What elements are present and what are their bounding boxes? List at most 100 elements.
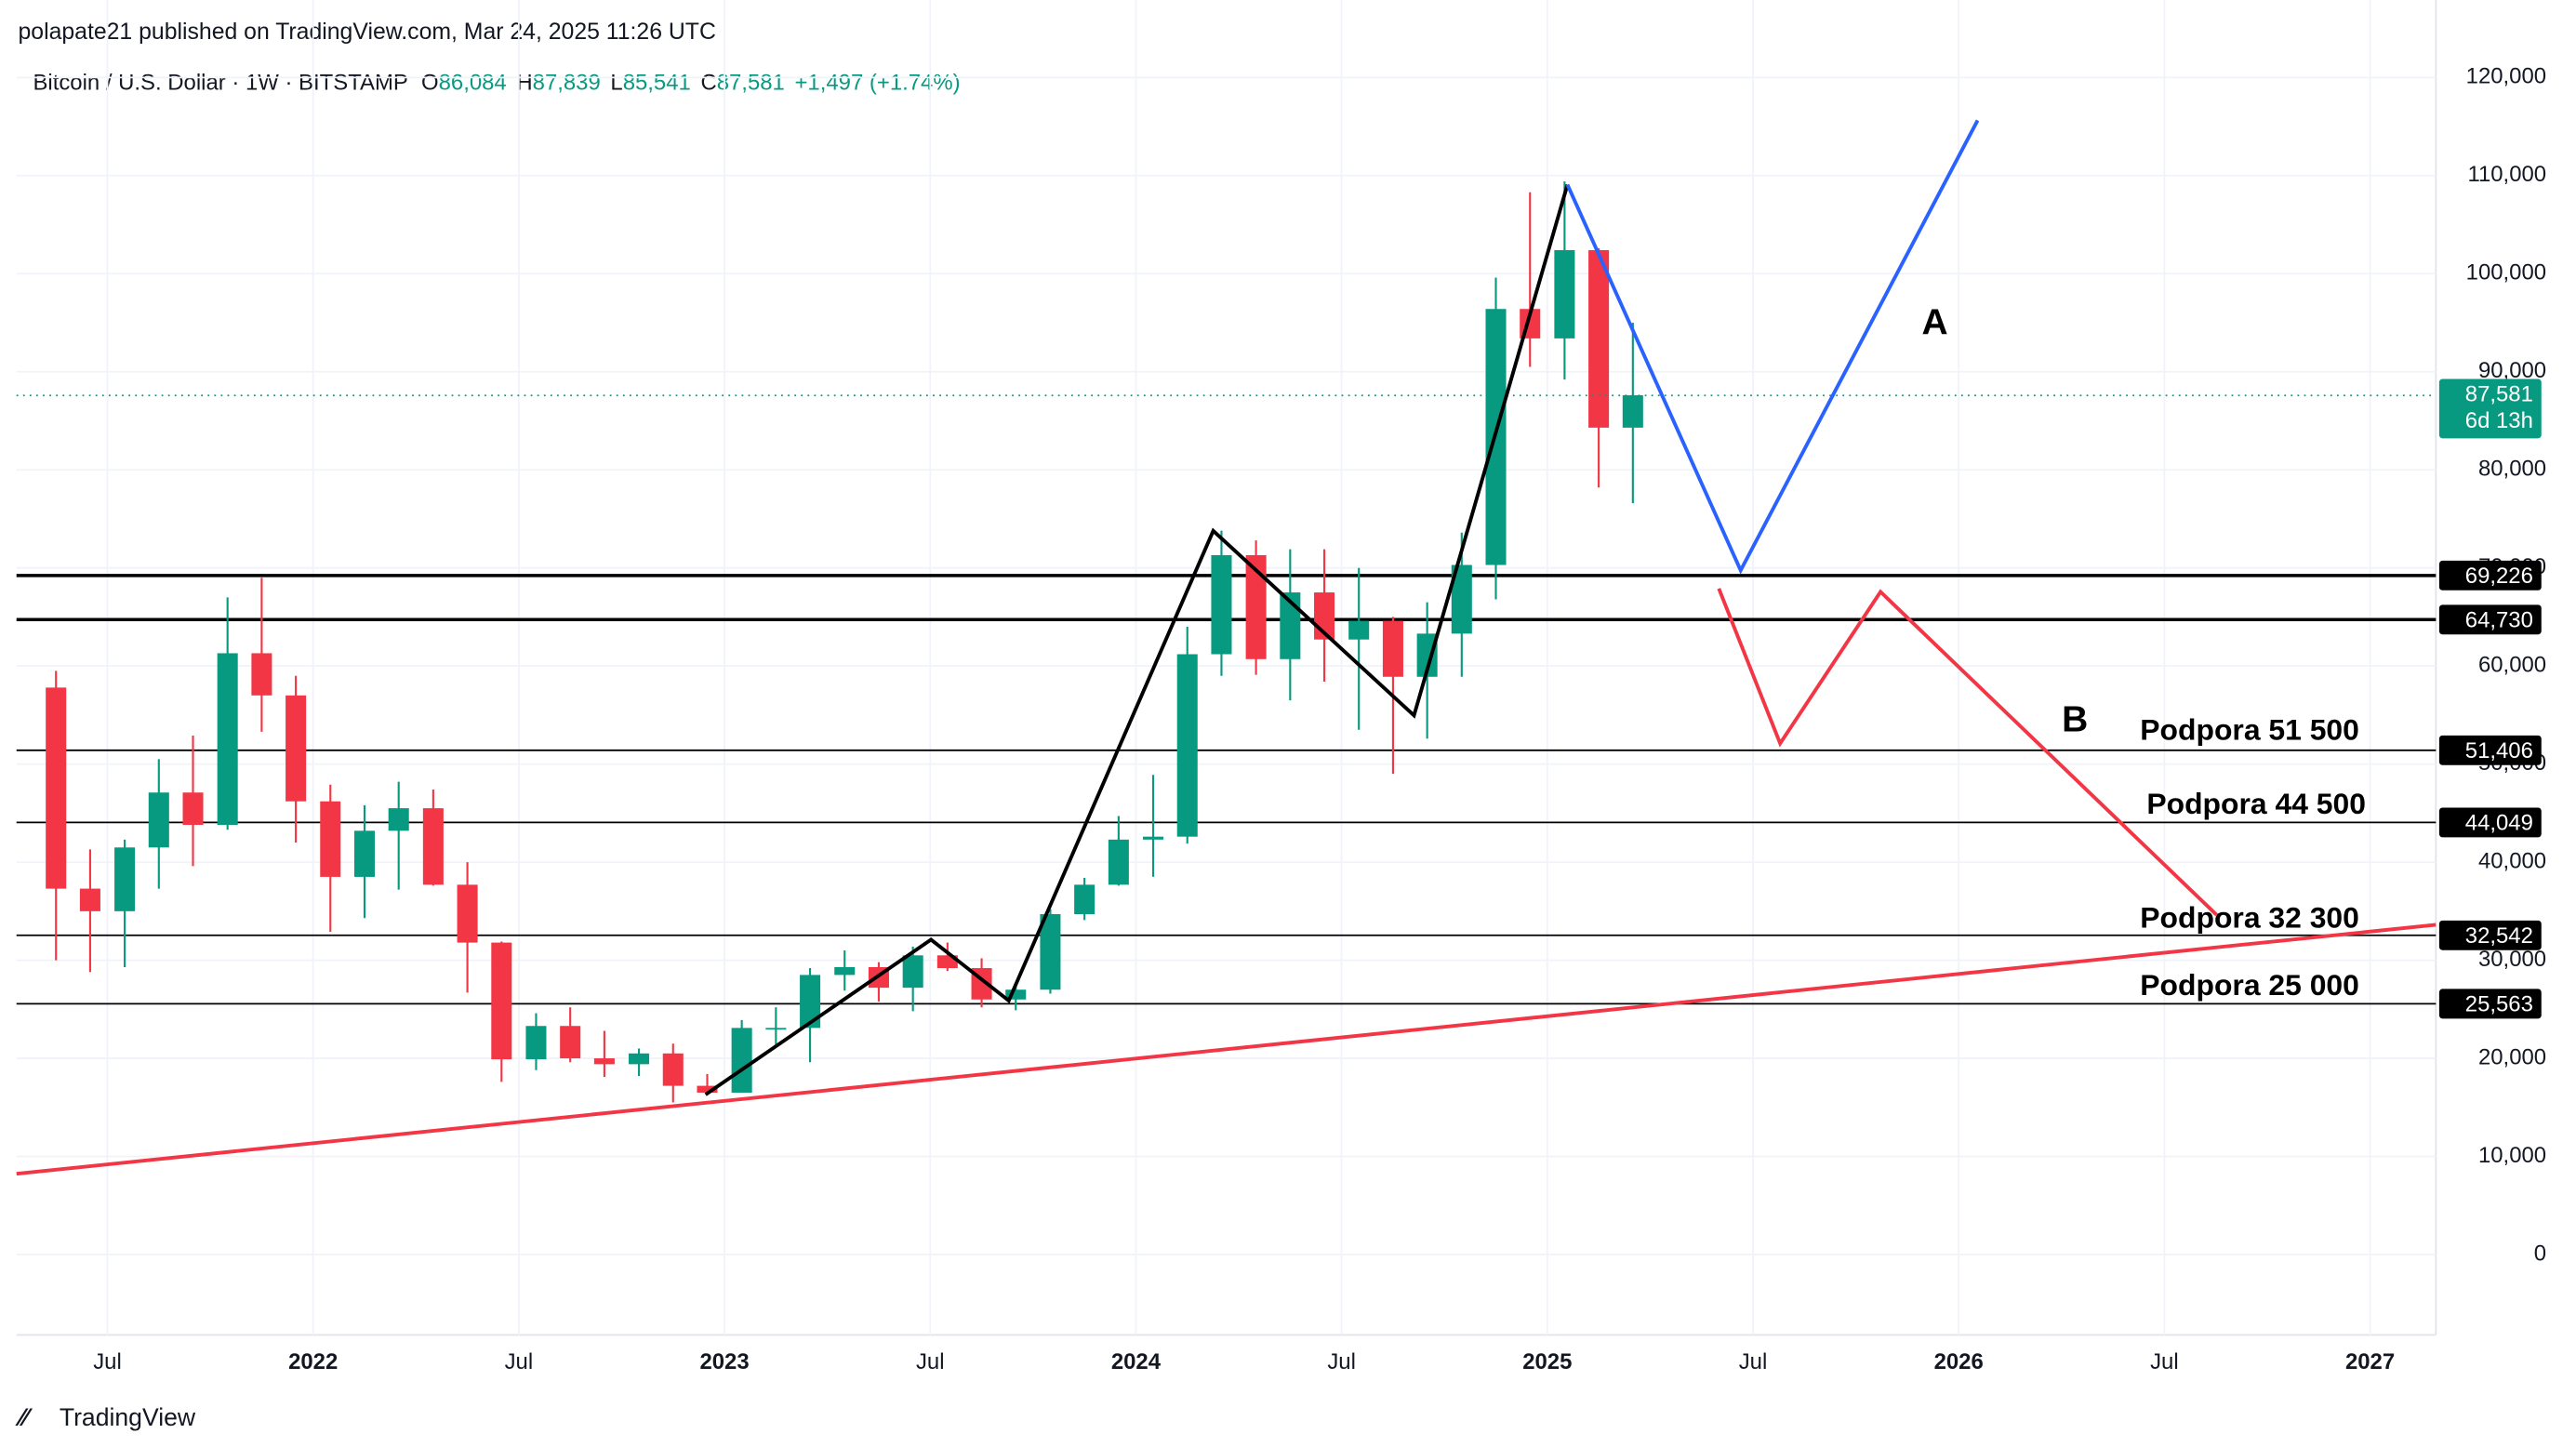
level-label-bg <box>2438 807 2542 838</box>
candle-body <box>1245 554 1267 659</box>
candle-body <box>834 966 856 976</box>
publisher: polapate21 published on TradingView.com,… <box>19 20 716 45</box>
drawing <box>1565 119 1980 575</box>
x-tick-label: 2022 <box>288 1349 338 1374</box>
annotation: B <box>2062 700 2088 740</box>
x-tick-label: 2027 <box>2345 1349 2395 1374</box>
annotation: Podpora 32 300 <box>2140 900 2359 934</box>
y-tick-label: 110,000 <box>2467 162 2546 187</box>
x-tick-label: Jul <box>1739 1349 1768 1374</box>
candle-body <box>1040 914 1061 990</box>
x-tick-label: 2025 <box>1522 1349 1572 1374</box>
level-label-bg <box>2438 604 2542 635</box>
level-label-bg <box>2438 920 2542 950</box>
candle-body <box>182 792 204 826</box>
level-label-bg <box>2438 735 2542 765</box>
candle-body <box>629 1053 650 1065</box>
legend-value: 85,541 <box>623 71 691 96</box>
candle-body <box>1348 620 1370 640</box>
candle-body <box>320 801 341 877</box>
candle-body <box>353 830 376 877</box>
y-tick-label: 60,000 <box>2478 652 2546 677</box>
candle-body <box>697 1085 718 1093</box>
level-label-bg <box>2438 989 2542 1019</box>
legend-value: 86,084 <box>439 71 507 96</box>
candle-body <box>1622 395 1643 428</box>
x-tick-label: Jul <box>505 1349 534 1374</box>
candle-body <box>1588 249 1610 428</box>
y-tick-label: 20,000 <box>2478 1044 2546 1069</box>
candle-body <box>1176 654 1198 837</box>
drawing <box>1717 588 2218 917</box>
candle-body <box>1211 554 1232 655</box>
symbol: Bitcoin / U.S. Dollar · 1W · BITSTAMP <box>33 71 407 96</box>
level-label: 69,226 <box>2465 564 2533 589</box>
candle-body <box>731 1028 752 1093</box>
candle-body <box>148 792 169 848</box>
legend-key: L <box>610 71 622 96</box>
level-label: 44,049 <box>2465 810 2533 835</box>
last-price-label: 87,581 <box>2465 382 2533 407</box>
candle-body <box>217 653 238 826</box>
annotation: Podpora 44 500 <box>2146 787 2366 820</box>
candle-body <box>525 1026 547 1060</box>
level-label-bg <box>2438 560 2542 591</box>
annotation: Podpora 51 500 <box>2140 712 2359 746</box>
x-tick-label: 2023 <box>699 1349 749 1374</box>
candle-body <box>1416 633 1438 677</box>
brand-name: TradingView <box>60 1403 196 1431</box>
y-tick-label: 120,000 <box>2466 64 2546 89</box>
legend-value: 87,839 <box>533 71 601 96</box>
candle-body <box>285 695 307 802</box>
y-tick-label: 10,000 <box>2478 1143 2546 1168</box>
candle-body <box>79 888 100 911</box>
candle-body <box>46 687 67 889</box>
candle-body <box>1074 884 1095 915</box>
candle-body <box>765 1028 787 1030</box>
drawing <box>16 923 2437 1176</box>
candle-body <box>251 653 272 696</box>
candle-body <box>560 1026 581 1059</box>
legend-change: +1,497 (+1.74%) <box>794 71 960 96</box>
level-label: 25,563 <box>2465 991 2533 1016</box>
candle-body <box>491 942 512 1060</box>
level-label: 64,730 <box>2465 607 2533 632</box>
annotation: Podpora 25 000 <box>2140 968 2359 1002</box>
candle-body <box>114 847 136 911</box>
level-label: 51,406 <box>2465 738 2533 763</box>
candle-body <box>593 1058 615 1065</box>
x-tick-label: Jul <box>916 1349 945 1374</box>
x-tick-label: 2026 <box>1934 1349 1984 1374</box>
last-price-bg <box>2438 378 2542 439</box>
x-tick-label: Jul <box>1327 1349 1356 1374</box>
y-tick-label: 100,000 <box>2466 260 2546 285</box>
y-tick-label: 80,000 <box>2478 457 2546 482</box>
candle-body <box>800 975 821 1029</box>
y-tick-label: 40,000 <box>2478 848 2546 873</box>
legend-key: O <box>421 71 439 96</box>
x-tick-label: Jul <box>93 1349 122 1374</box>
candle-body <box>662 1053 684 1086</box>
y-tick-label: 0 <box>2534 1241 2546 1266</box>
candle-body <box>1451 564 1472 634</box>
candle-body <box>457 884 478 943</box>
candle-body <box>1143 836 1164 840</box>
legend-key: C <box>700 71 716 96</box>
candle-body <box>1280 592 1301 659</box>
candle-body <box>902 955 923 989</box>
x-tick-label: Jul <box>2150 1349 2179 1374</box>
legend-value: 87,581 <box>717 71 785 96</box>
candle-body <box>1108 839 1129 885</box>
y-tick-label: 30,000 <box>2478 947 2546 972</box>
candle-body <box>1005 989 1027 1000</box>
candle-body <box>388 808 409 831</box>
candle-body <box>1554 249 1575 339</box>
candle-body <box>422 808 444 885</box>
annotation: A <box>1922 302 1948 342</box>
level-label: 32,542 <box>2465 923 2533 949</box>
countdown: 6d 13h <box>2465 408 2533 433</box>
x-tick-label: 2024 <box>1111 1349 1162 1374</box>
